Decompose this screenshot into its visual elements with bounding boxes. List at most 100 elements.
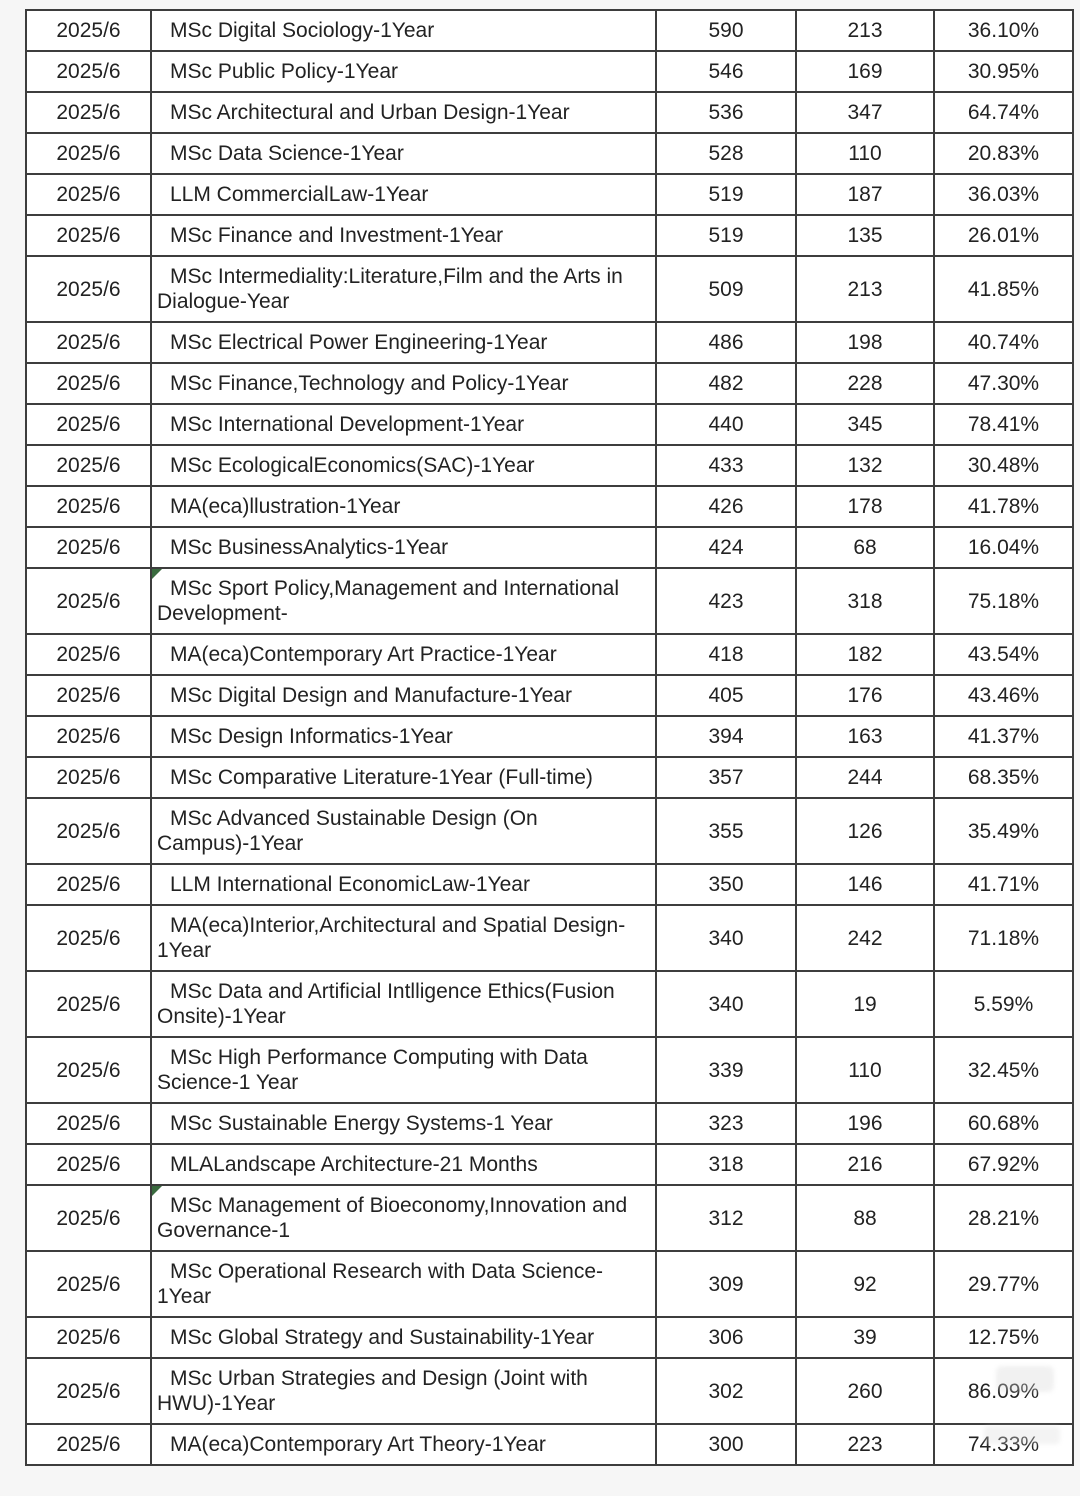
cell-date[interactable]: 2025/6 <box>25 444 152 487</box>
cell-applications[interactable]: 340 <box>655 904 797 972</box>
cell-applications[interactable]: 405 <box>655 674 797 717</box>
cell-applications[interactable]: 426 <box>655 485 797 528</box>
cell-program[interactable]: MSc Advanced Sustainable Design (On Camp… <box>150 797 657 865</box>
cell-applications[interactable]: 482 <box>655 362 797 405</box>
cell-date[interactable]: 2025/6 <box>25 1184 152 1252</box>
cell-program[interactable]: MSc Finance,Technology and Policy-1Year <box>150 362 657 405</box>
cell-offer-rate[interactable]: 30.48% <box>933 444 1074 487</box>
cell-offers[interactable]: 132 <box>795 444 935 487</box>
cell-program[interactable]: MSc Public Policy-1Year <box>150 50 657 93</box>
cell-offer-rate[interactable]: 41.85% <box>933 255 1074 323</box>
cell-program[interactable]: MA(eca)Contemporary Art Practice-1Year <box>150 633 657 676</box>
cell-offer-rate[interactable]: 68.35% <box>933 756 1074 799</box>
cell-applications[interactable]: 323 <box>655 1102 797 1145</box>
cell-applications[interactable]: 302 <box>655 1357 797 1425</box>
cell-program[interactable]: MA(eca)Interior,Architectural and Spatia… <box>150 904 657 972</box>
cell-date[interactable]: 2025/6 <box>25 362 152 405</box>
cell-program[interactable]: LLM International EconomicLaw-1Year <box>150 863 657 906</box>
cell-applications[interactable]: 590 <box>655 9 797 52</box>
cell-program[interactable]: MSc Data Science-1Year <box>150 132 657 175</box>
cell-applications[interactable]: 312 <box>655 1184 797 1252</box>
cell-offers[interactable]: 92 <box>795 1250 935 1318</box>
cell-applications[interactable]: 528 <box>655 132 797 175</box>
cell-offer-rate[interactable]: 5.59% <box>933 970 1074 1038</box>
cell-applications[interactable]: 340 <box>655 970 797 1038</box>
cell-applications[interactable]: 424 <box>655 526 797 569</box>
cell-applications[interactable]: 309 <box>655 1250 797 1318</box>
cell-program[interactable]: MSc Global Strategy and Sustainability-1… <box>150 1316 657 1359</box>
cell-date[interactable]: 2025/6 <box>25 214 152 257</box>
cell-offers[interactable]: 110 <box>795 1036 935 1104</box>
cell-applications[interactable]: 339 <box>655 1036 797 1104</box>
cell-offer-rate[interactable]: 30.95% <box>933 50 1074 93</box>
cell-offer-rate[interactable]: 20.83% <box>933 132 1074 175</box>
cell-date[interactable]: 2025/6 <box>25 1036 152 1104</box>
cell-program[interactable]: MSc Data and Artificial Intlligence Ethi… <box>150 970 657 1038</box>
cell-offers[interactable]: 347 <box>795 91 935 134</box>
cell-offers[interactable]: 260 <box>795 1357 935 1425</box>
cell-offers[interactable]: 39 <box>795 1316 935 1359</box>
cell-date[interactable]: 2025/6 <box>25 756 152 799</box>
cell-offer-rate[interactable]: 12.75% <box>933 1316 1074 1359</box>
cell-program[interactable]: MSc Comparative Literature-1Year (Full-t… <box>150 756 657 799</box>
cell-applications[interactable]: 519 <box>655 173 797 216</box>
cell-date[interactable]: 2025/6 <box>25 1143 152 1186</box>
cell-program[interactable]: MSc Sport Policy,Management and Internat… <box>150 567 657 635</box>
cell-date[interactable]: 2025/6 <box>25 50 152 93</box>
cell-applications[interactable]: 350 <box>655 863 797 906</box>
cell-offers[interactable]: 216 <box>795 1143 935 1186</box>
cell-program[interactable]: MSc Digital Sociology-1Year <box>150 9 657 52</box>
cell-program[interactable]: MSc Electrical Power Engineering-1Year <box>150 321 657 364</box>
cell-offer-rate[interactable]: 16.04% <box>933 526 1074 569</box>
cell-applications[interactable]: 423 <box>655 567 797 635</box>
cell-offers[interactable]: 176 <box>795 674 935 717</box>
cell-date[interactable]: 2025/6 <box>25 526 152 569</box>
cell-date[interactable]: 2025/6 <box>25 674 152 717</box>
cell-date[interactable]: 2025/6 <box>25 321 152 364</box>
cell-applications[interactable]: 440 <box>655 403 797 446</box>
cell-offer-rate[interactable]: 26.01% <box>933 214 1074 257</box>
cell-date[interactable]: 2025/6 <box>25 1316 152 1359</box>
cell-date[interactable]: 2025/6 <box>25 173 152 216</box>
cell-offer-rate[interactable]: 43.54% <box>933 633 1074 676</box>
cell-date[interactable]: 2025/6 <box>25 91 152 134</box>
cell-offer-rate[interactable]: 67.92% <box>933 1143 1074 1186</box>
cell-date[interactable]: 2025/6 <box>25 904 152 972</box>
cell-offers[interactable]: 187 <box>795 173 935 216</box>
cell-applications[interactable]: 486 <box>655 321 797 364</box>
cell-date[interactable]: 2025/6 <box>25 863 152 906</box>
cell-offer-rate[interactable]: 40.74% <box>933 321 1074 364</box>
cell-offer-rate[interactable]: 36.03% <box>933 173 1074 216</box>
cell-program[interactable]: MSc Urban Strategies and Design (Joint w… <box>150 1357 657 1425</box>
cell-offers[interactable]: 244 <box>795 756 935 799</box>
cell-offers[interactable]: 88 <box>795 1184 935 1252</box>
cell-offer-rate[interactable]: 47.30% <box>933 362 1074 405</box>
cell-offers[interactable]: 182 <box>795 633 935 676</box>
cell-offer-rate[interactable]: 86.09% <box>933 1357 1074 1425</box>
cell-date[interactable]: 2025/6 <box>25 1357 152 1425</box>
cell-program[interactable]: MSc International Development-1Year <box>150 403 657 446</box>
cell-applications[interactable]: 536 <box>655 91 797 134</box>
cell-offer-rate[interactable]: 60.68% <box>933 1102 1074 1145</box>
cell-offers[interactable]: 135 <box>795 214 935 257</box>
cell-offers[interactable]: 169 <box>795 50 935 93</box>
cell-date[interactable]: 2025/6 <box>25 567 152 635</box>
cell-date[interactable]: 2025/6 <box>25 9 152 52</box>
cell-applications[interactable]: 546 <box>655 50 797 93</box>
cell-program[interactable]: MLALandscape Architecture-21 Months <box>150 1143 657 1186</box>
cell-offers[interactable]: 126 <box>795 797 935 865</box>
cell-offer-rate[interactable]: 43.46% <box>933 674 1074 717</box>
cell-program[interactable]: MSc Intermediality:Literature,Film and t… <box>150 255 657 323</box>
cell-offers[interactable]: 213 <box>795 9 935 52</box>
cell-program[interactable]: MSc Architectural and Urban Design-1Year <box>150 91 657 134</box>
cell-offers[interactable]: 146 <box>795 863 935 906</box>
cell-applications[interactable]: 355 <box>655 797 797 865</box>
cell-offers[interactable]: 178 <box>795 485 935 528</box>
cell-offers[interactable]: 110 <box>795 132 935 175</box>
cell-offer-rate[interactable]: 36.10% <box>933 9 1074 52</box>
cell-applications[interactable]: 418 <box>655 633 797 676</box>
cell-offers[interactable]: 318 <box>795 567 935 635</box>
cell-program[interactable]: MSc Design Informatics-1Year <box>150 715 657 758</box>
cell-date[interactable]: 2025/6 <box>25 633 152 676</box>
cell-offers[interactable]: 228 <box>795 362 935 405</box>
